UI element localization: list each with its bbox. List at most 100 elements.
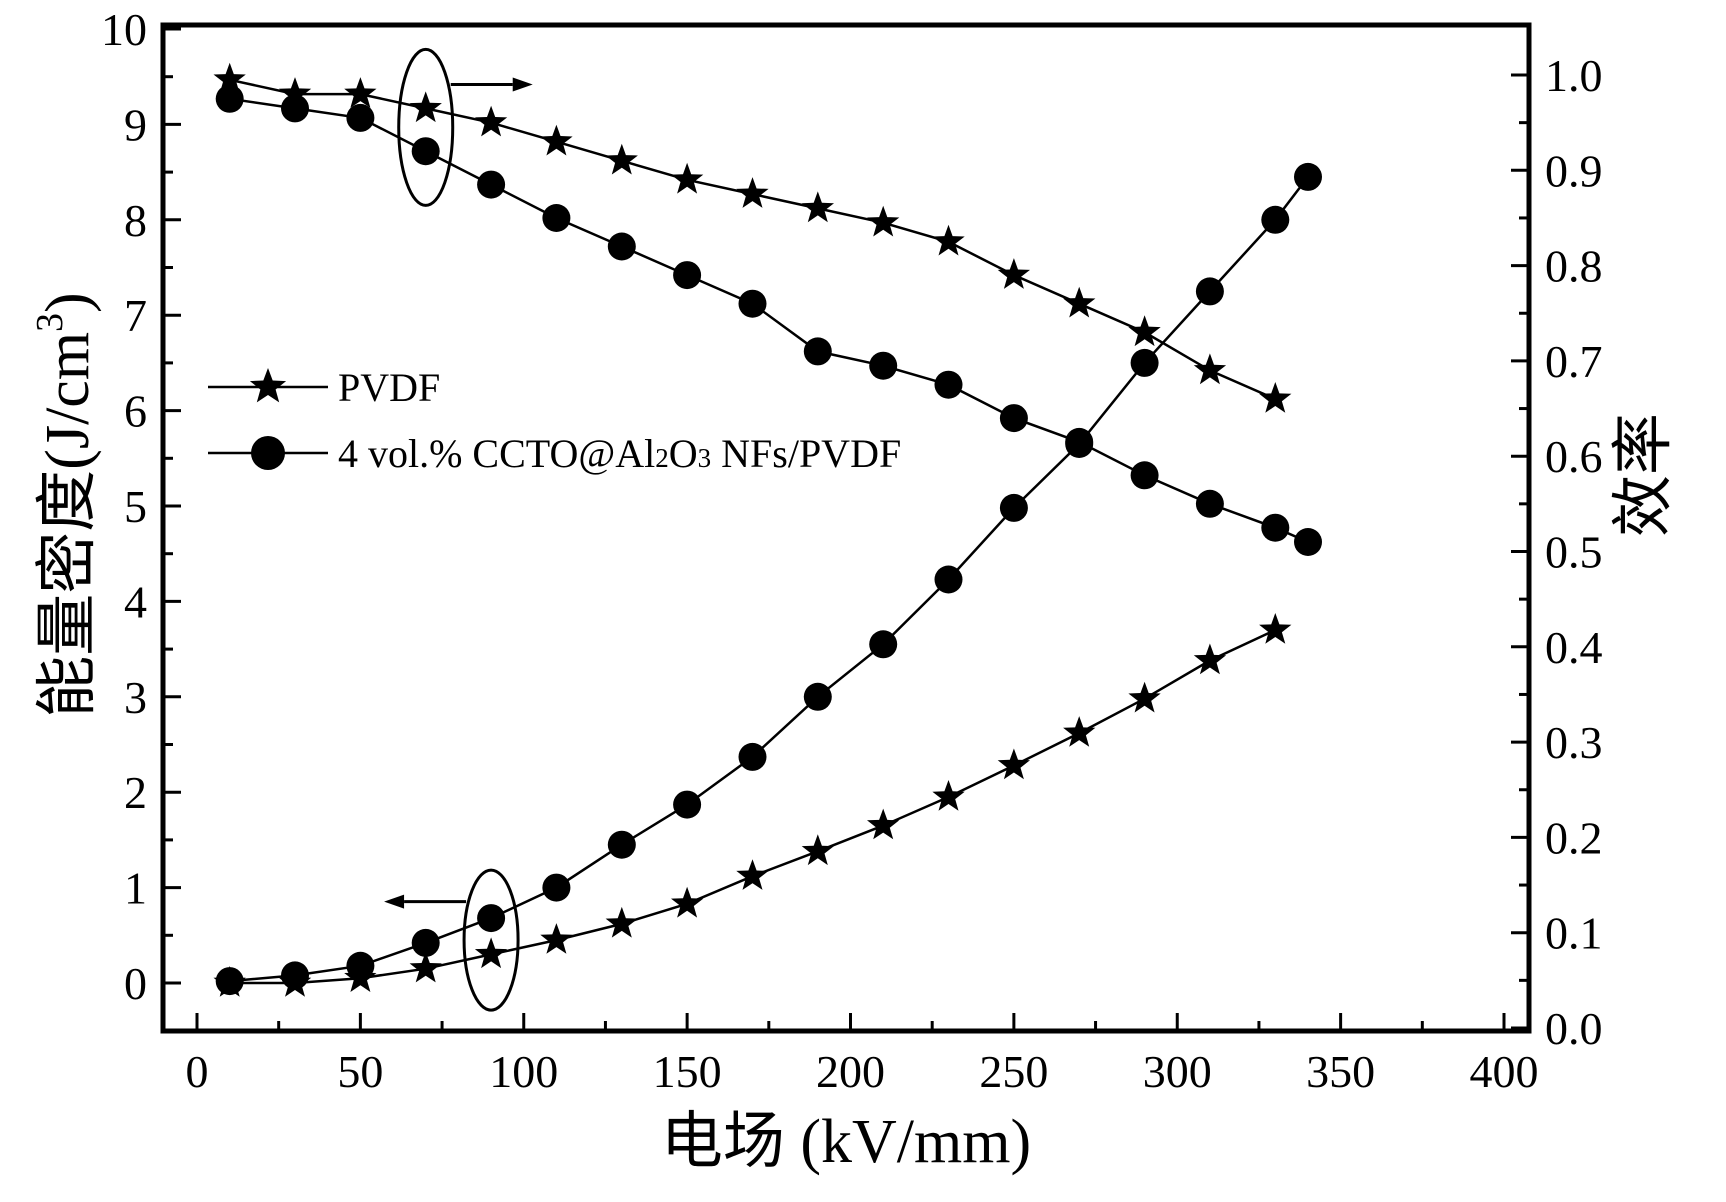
y-left-tick-label: 2 (124, 767, 147, 818)
data-point-circle (607, 232, 636, 261)
plot-frame (160, 22, 1532, 1034)
series-line (229, 78, 1276, 401)
data-point-circle (999, 404, 1028, 433)
data-point-star (867, 808, 900, 840)
y-right-tick-label: 0.8 (1545, 241, 1603, 292)
data-point-star (474, 105, 508, 137)
data-point-circle (1261, 513, 1290, 542)
y-right-tick-label: 0.0 (1545, 1003, 1603, 1054)
annotation-ellipse (397, 47, 455, 207)
legend-label-pvdf: PVDF (338, 365, 440, 410)
data-point-star (344, 77, 377, 108)
data-point-star (409, 951, 442, 983)
series-0-star-left (213, 613, 1292, 997)
data-point-star (671, 886, 704, 918)
annotation-1 (384, 868, 520, 1012)
data-point-circle (215, 84, 244, 113)
x-tick-label: 300 (1143, 1046, 1212, 1097)
x-tick-label: 400 (1470, 1046, 1539, 1097)
ticks-layer: 0 50 100 150 200 250 300 350 4000123456789100.00… (101, 4, 1603, 1097)
y-right-tick-label: 0.3 (1545, 717, 1603, 768)
y-right-tick-label: 0.1 (1545, 908, 1603, 959)
legend-ccto-prefix: 4 vol.% CCTO@Al (338, 431, 655, 476)
series-2-star-right (213, 62, 1292, 413)
y-right-tick-label: 0.5 (1545, 527, 1603, 578)
data-point-star (540, 124, 573, 156)
data-point-circle (1294, 162, 1322, 191)
data-point-circle (1130, 348, 1159, 377)
data-point-circle (1195, 277, 1224, 306)
data-point-star (540, 923, 573, 954)
legend-marker-circle (251, 436, 285, 470)
data-point-star (801, 191, 834, 223)
x-tick-label: 100 (489, 1046, 558, 1097)
data-point-circle (1130, 461, 1159, 490)
data-point-star (1193, 643, 1227, 675)
x-tick-label: 200 (816, 1046, 885, 1097)
y-axis-title-left-sup: 3 (29, 313, 71, 332)
data-point-star (1193, 353, 1227, 385)
y-right-tick-label: 0.7 (1545, 336, 1603, 387)
y-axis-title-left: 能量密度(J/cm3) (29, 292, 102, 717)
data-point-star (932, 780, 965, 811)
data-point-star (1259, 613, 1292, 644)
data-point-star (605, 143, 638, 175)
data-point-circle (934, 565, 963, 594)
annotation-arrowhead (512, 77, 533, 92)
y-right-tick-label: 0.4 (1545, 622, 1603, 673)
data-point-circle (1195, 489, 1224, 518)
series-3-circle-right (215, 84, 1322, 556)
x-tick-label: 250 (979, 1046, 1048, 1097)
y-right-tick-label: 0.2 (1545, 812, 1603, 863)
data-point-circle (215, 967, 244, 996)
annotation-0 (397, 47, 533, 207)
x-tick-label: 50 (337, 1046, 383, 1097)
series-layer (213, 62, 1322, 997)
data-point-circle (607, 830, 636, 859)
data-point-circle (1294, 528, 1322, 556)
y-left-tick-label: 0 (124, 958, 147, 1009)
data-point-circle (1065, 427, 1094, 456)
x-axis-title: 电场 (kV/mm) (661, 1108, 1031, 1176)
data-point-circle (738, 742, 767, 771)
y-left-tick-label: 3 (124, 672, 147, 723)
legend: PVDF 4 vol.% CCTO@Al2O3 NFs/PVDF (208, 365, 901, 476)
data-point-star (278, 77, 312, 108)
x-tick-label: 350 (1306, 1046, 1375, 1097)
data-point-circle (934, 370, 963, 399)
x-tick-label: 0 (186, 1046, 209, 1097)
data-point-circle (673, 261, 702, 290)
legend-ccto-suffix: NFs/PVDF (711, 431, 901, 476)
y-left-tick-label: 9 (124, 99, 147, 150)
annotation-layer (384, 47, 533, 1012)
data-point-circle (411, 928, 440, 957)
data-point-circle (477, 170, 506, 199)
data-point-circle (1261, 205, 1290, 234)
data-point-star (474, 937, 508, 969)
data-point-star (736, 177, 769, 208)
data-point-circle (869, 630, 898, 659)
y-right-tick-label: 0.6 (1545, 431, 1603, 482)
data-point-circle (346, 951, 375, 980)
data-point-circle (999, 493, 1028, 522)
legend-ccto-mid: O (669, 431, 698, 476)
legend-ccto-sub2: 3 (698, 443, 712, 473)
series-line (229, 176, 1309, 983)
y-right-tick-label: 0.9 (1545, 145, 1603, 196)
y-axis-title-left-close: ) (34, 292, 102, 313)
legend-ccto-sub1: 2 (655, 443, 669, 473)
data-point-star (213, 62, 246, 94)
data-point-circle (738, 289, 767, 318)
y-left-tick-label: 4 (124, 576, 147, 627)
data-point-circle (281, 961, 309, 990)
y-right-tick-label: 1.0 (1545, 50, 1603, 101)
data-point-circle (477, 904, 506, 933)
data-point-circle (542, 873, 571, 902)
y-left-tick-label: 10 (101, 4, 147, 55)
data-point-circle (803, 682, 832, 711)
data-point-star (1259, 382, 1292, 413)
data-point-star (932, 224, 965, 256)
data-point-circle (346, 103, 375, 132)
data-point-star (997, 748, 1030, 780)
